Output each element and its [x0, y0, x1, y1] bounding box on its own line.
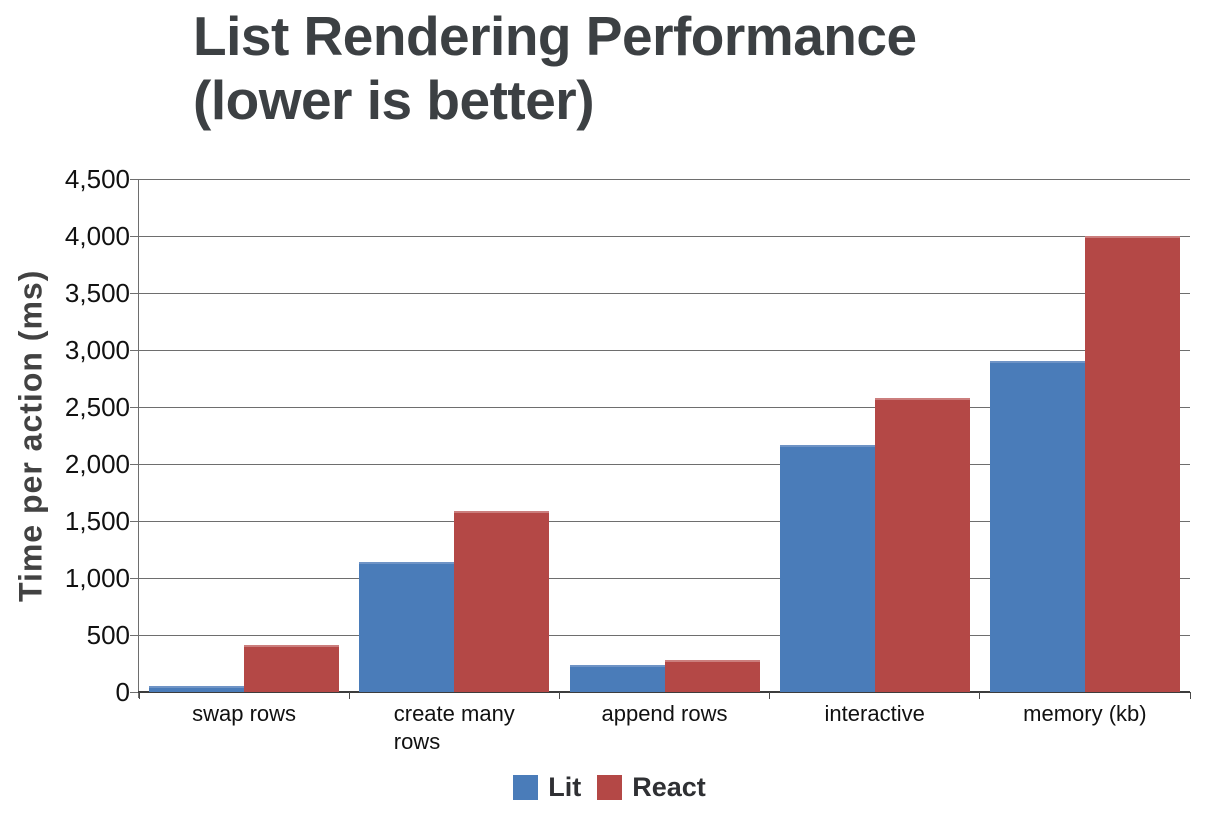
y-tick-label: 0 — [115, 677, 130, 707]
y-axis-tick — [130, 577, 138, 579]
x-axis-tick — [979, 692, 981, 699]
bar-lit-3 — [779, 444, 875, 692]
legend-label: Lit — [548, 771, 582, 802]
bar-react-3 — [874, 397, 970, 692]
y-tick-label: 4,500 — [64, 164, 130, 194]
gridline — [139, 520, 1190, 522]
y-axis-tick — [130, 691, 138, 693]
gridline — [139, 178, 1190, 180]
y-axis-tick — [130, 178, 138, 180]
x-axis-tick — [348, 692, 350, 699]
bar-react-1 — [454, 510, 550, 692]
chart-title-line1: List Rendering Performance — [193, 5, 917, 67]
gridline — [139, 577, 1190, 579]
y-axis-title: Time per action (ms) — [12, 269, 49, 602]
bar-react-4 — [1084, 236, 1180, 692]
x-axis-category-label: create many rows — [349, 700, 559, 756]
bar-lit-4 — [989, 361, 1085, 692]
legend-label: React — [632, 771, 706, 802]
legend-swatch-react — [597, 774, 623, 800]
y-axis-tick — [130, 463, 138, 465]
y-tick-label: 2,000 — [64, 449, 130, 479]
y-tick-label: 1,000 — [64, 563, 130, 593]
y-tick-label: 2,500 — [64, 392, 130, 422]
x-axis-category-label: memory (kb) — [980, 700, 1190, 728]
x-axis-category-label: interactive — [770, 700, 980, 728]
y-axis-tick — [130, 349, 138, 351]
legend-swatch-lit — [513, 774, 539, 800]
y-tick-label: 1,500 — [64, 506, 130, 536]
gridline — [139, 292, 1190, 294]
bar-lit-2 — [569, 664, 665, 692]
y-axis-tick — [130, 520, 138, 522]
chart-title-line2: (lower is better) — [193, 69, 595, 131]
y-axis-tick — [130, 235, 138, 237]
x-axis-tick — [138, 692, 140, 699]
gridline — [139, 349, 1190, 351]
bar-lit-1 — [359, 562, 455, 692]
x-axis-category-text: swap rows — [192, 701, 297, 726]
x-axis-tick — [558, 692, 560, 699]
x-axis-category-label: append rows — [559, 700, 769, 728]
gridline — [139, 235, 1190, 237]
x-axis-category-text: memory (kb) — [1023, 701, 1147, 726]
x-axis-category-text: create many rows — [393, 701, 515, 754]
x-axis-baseline — [138, 691, 1190, 693]
y-tick-label: 3,500 — [64, 278, 130, 308]
legend: Lit React — [0, 770, 1219, 804]
y-axis-line — [138, 179, 139, 698]
bar-react-2 — [664, 660, 760, 692]
y-tick-label: 4,000 — [64, 221, 130, 251]
plot-area — [130, 178, 1191, 699]
bar-react-0 — [244, 645, 340, 692]
x-axis-category-text: append rows — [601, 701, 728, 726]
x-axis-category-label: swap rows — [139, 700, 349, 728]
legend-item-react: React — [597, 771, 706, 802]
y-tick-label: 500 — [86, 620, 130, 650]
gridline — [139, 634, 1190, 636]
x-axis-tick — [769, 692, 771, 699]
y-tick-label: 3,000 — [64, 335, 130, 365]
gridline — [139, 463, 1190, 465]
x-axis-tick — [1189, 692, 1191, 699]
legend-item-lit: Lit — [513, 771, 582, 802]
chart-title: List Rendering Performance (lower is bet… — [193, 4, 917, 132]
y-axis-tick — [130, 406, 138, 408]
gridline — [139, 406, 1190, 408]
y-axis-tick — [130, 292, 138, 294]
x-axis-category-text: interactive — [824, 701, 925, 726]
y-axis-tick — [130, 634, 138, 636]
bar-lit-0 — [149, 686, 245, 692]
